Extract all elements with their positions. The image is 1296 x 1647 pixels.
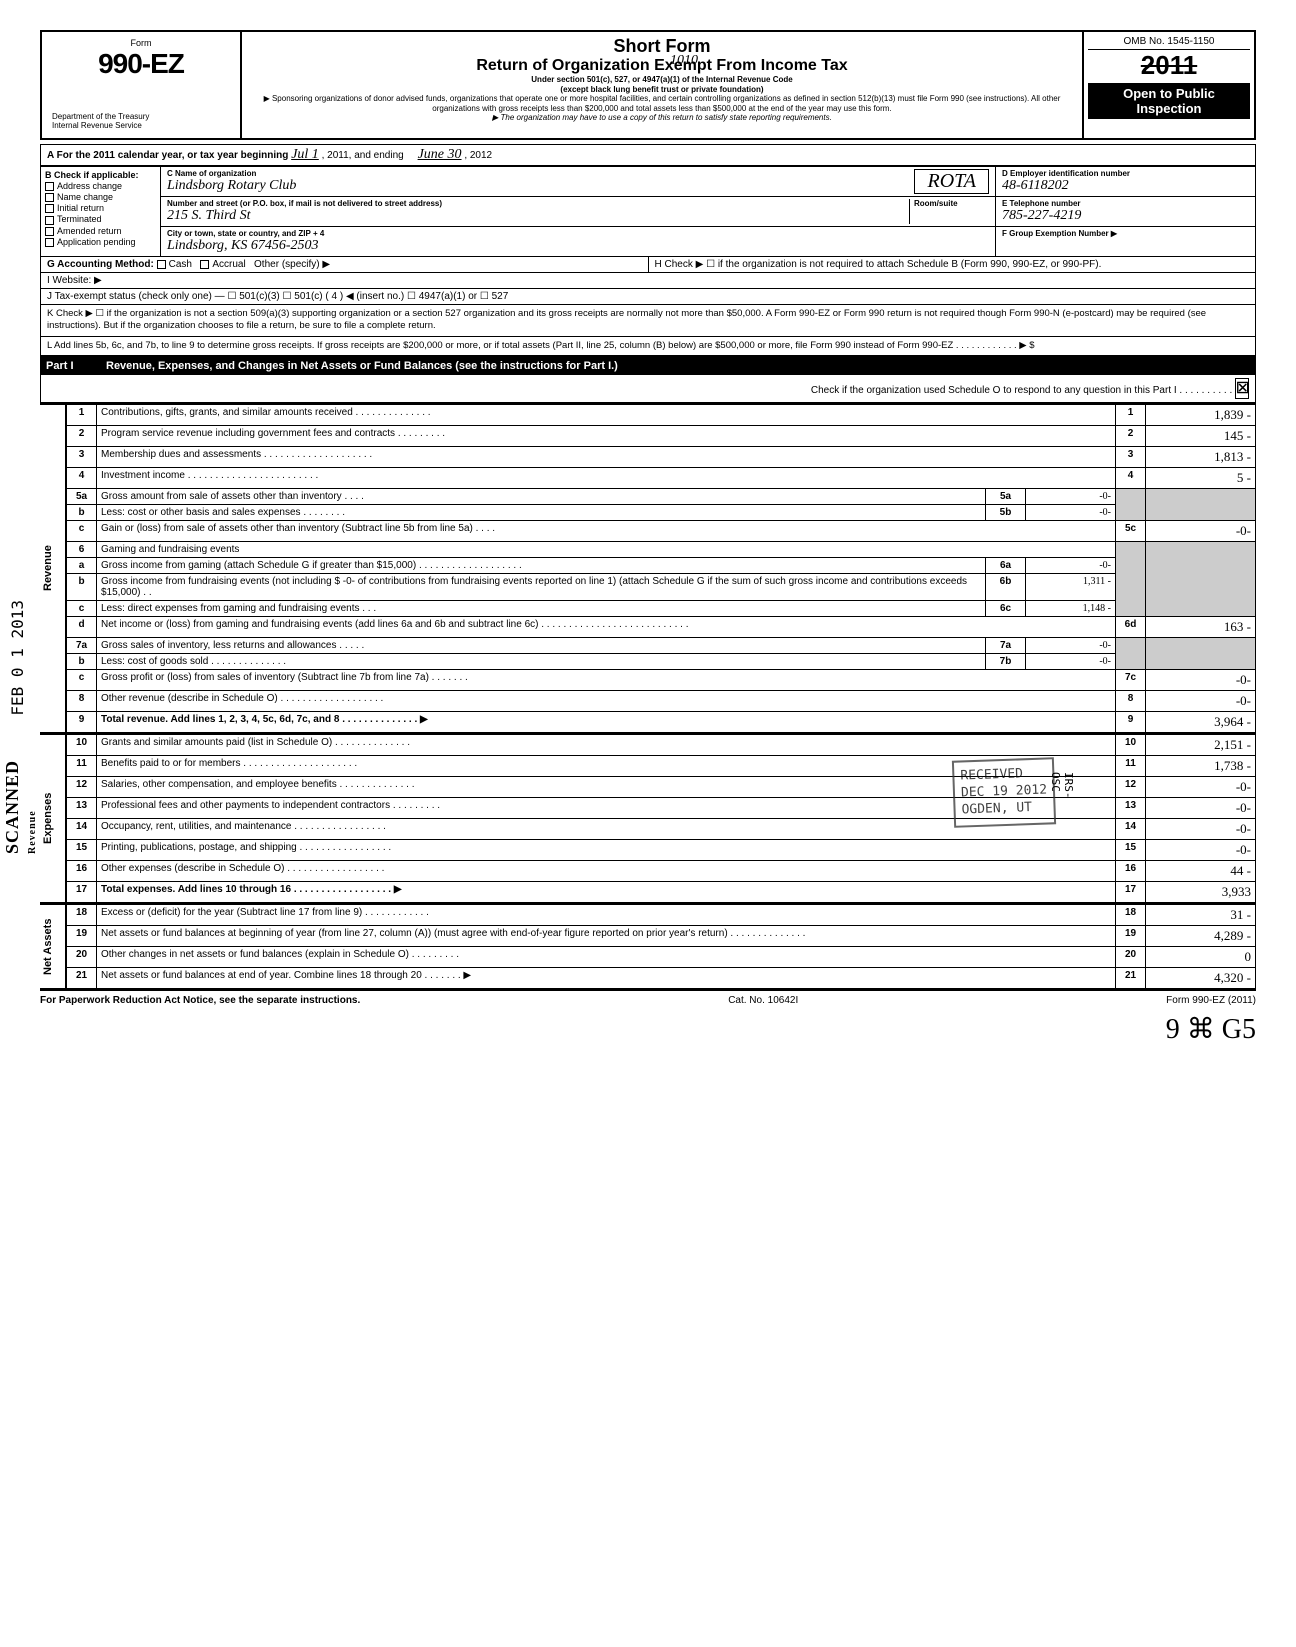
chk-accrual[interactable]: [200, 260, 209, 269]
chk-amended[interactable]: Amended return: [45, 226, 156, 236]
rota-stamp: ROTA: [914, 169, 989, 194]
line-17: 17Total expenses. Add lines 10 through 1…: [67, 882, 1256, 903]
i-website: I Website: ▶: [41, 273, 1255, 288]
line-12: 12 Salaries, other compensation, and emp…: [67, 777, 1256, 798]
org-address: 215 S. Third St: [167, 208, 251, 223]
chk-initial-return[interactable]: Initial return: [45, 203, 156, 213]
footer-cat: Cat. No. 10642I: [728, 995, 798, 1006]
form-header: Form 990-EZ Department of the Treasury I…: [40, 30, 1256, 140]
part1-xmark: ☒: [1235, 378, 1249, 399]
line-13: 13Professional fees and other payments t…: [67, 798, 1256, 819]
f-label: F Group Exemption Number ▶: [1002, 229, 1249, 238]
line-a-label: A For the 2011 calendar year, or tax yea…: [47, 150, 288, 161]
k-check: K Check ▶ ☐ if the organization is not a…: [40, 305, 1256, 337]
chk-pending[interactable]: Application pending: [45, 237, 156, 247]
page-footer: For Paperwork Reduction Act Notice, see …: [40, 989, 1256, 1006]
line-6b: bGross income from fundraising events (n…: [67, 574, 1256, 601]
g-cash: Cash: [169, 259, 192, 270]
chk-address-change[interactable]: Address change: [45, 181, 156, 191]
line-19: 19Net assets or fund balances at beginni…: [67, 926, 1256, 947]
g-other: Other (specify) ▶: [254, 259, 330, 270]
feb-date-stamp: FEB 0 1 2013: [8, 600, 27, 716]
title-short-form: Short Form: [250, 36, 1074, 57]
line-11: 11Benefits paid to or for members . . . …: [67, 756, 1256, 777]
line-9: 9Total revenue. Add lines 1, 2, 3, 4, 5c…: [67, 712, 1256, 733]
side-net-assets: Net Assets: [40, 904, 66, 989]
org-name: Lindsborg Rotary Club: [167, 178, 296, 193]
g-accrual: Accrual: [212, 259, 245, 270]
line-16: 16Other expenses (describe in Schedule O…: [67, 861, 1256, 882]
line-5a: 5aGross amount from sale of assets other…: [67, 489, 1256, 505]
form-label: Form: [48, 38, 234, 48]
org-city: Lindsborg, KS 67456-2503: [167, 238, 319, 253]
footer-form: Form 990-EZ (2011): [1166, 995, 1256, 1006]
footer-paperwork: For Paperwork Reduction Act Notice, see …: [40, 995, 360, 1006]
inspection: Inspection: [1091, 101, 1247, 116]
d-label: D Employer identification number: [1002, 169, 1249, 178]
g-label: G Accounting Method:: [47, 259, 154, 270]
b-label: B Check if applicable:: [45, 170, 156, 180]
line-4: 4Investment income . . . . . . . . . . .…: [67, 468, 1256, 489]
chk-cash[interactable]: [157, 260, 166, 269]
line-6: 6Gaming and fundraising events: [67, 542, 1256, 558]
line-7a: 7aGross sales of inventory, less returns…: [67, 638, 1256, 654]
line-14: 14Occupancy, rent, utilities, and mainte…: [67, 819, 1256, 840]
line-a-end: June 30: [418, 147, 462, 162]
received-stamp: RECEIVED DEC 19 2012 OGDEN, UT: [952, 757, 1056, 827]
line-7b: bLess: cost of goods sold . . . . . . . …: [67, 654, 1256, 670]
line-10: 10Grants and similar amounts paid (list …: [67, 735, 1256, 756]
side-expenses: Expenses: [40, 734, 66, 903]
e-label: E Telephone number: [1002, 199, 1249, 208]
line-20: 20Other changes in net assets or fund ba…: [67, 947, 1256, 968]
subtitle-code: Under section 501(c), 527, or 4947(a)(1)…: [250, 75, 1074, 85]
scanned-stamp: SCANNED Revenue: [2, 760, 44, 854]
open-public: Open to Public: [1091, 86, 1247, 101]
subtitle-except: (except black lung benefit trust or priv…: [250, 85, 1074, 95]
c-label: C Name of organization: [167, 169, 914, 178]
hand-bottom-mark: 9 ⌘ G5: [40, 1012, 1256, 1046]
phone: 785-227-4219: [1002, 208, 1081, 223]
line-15: 15Printing, publications, postage, and s…: [67, 840, 1256, 861]
line-6c: cLess: direct expenses from gaming and f…: [67, 601, 1256, 617]
dept-irs: Internal Revenue Service: [52, 121, 230, 130]
j-tax-exempt: J Tax-exempt status (check only one) — ☐…: [41, 289, 1255, 304]
line-7c: cGross profit or (loss) from sales of in…: [67, 670, 1256, 691]
addr-label: Number and street (or P.O. box, if mail …: [167, 199, 909, 208]
entity-info-block: B Check if applicable: Address change Na…: [40, 166, 1256, 257]
l-add-lines: L Add lines 5b, 6c, and 7b, to line 9 to…: [40, 337, 1256, 357]
line-21: 21Net assets or fund balances at end of …: [67, 968, 1256, 989]
side-revenue: Revenue: [40, 404, 66, 733]
tax-year: 2011: [1088, 50, 1250, 81]
part1-check-row: Check if the organization used Schedule …: [40, 375, 1256, 403]
line-5b: bLess: cost or other basis and sales exp…: [67, 505, 1256, 521]
part1-header: Part I Revenue, Expenses, and Changes in…: [40, 357, 1256, 375]
line-3: 3Membership dues and assessments . . . .…: [67, 447, 1256, 468]
room-label: Room/suite: [914, 199, 989, 208]
line-a-endyr: , 2012: [464, 150, 492, 161]
line-8: 8Other revenue (describe in Schedule O) …: [67, 691, 1256, 712]
line-6a: aGross income from gaming (attach Schedu…: [67, 558, 1256, 574]
h-label: H Check ▶ ☐ if the organization is not r…: [648, 257, 1256, 272]
line-5c: cGain or (loss) from sale of assets othe…: [67, 521, 1256, 542]
chk-terminated[interactable]: Terminated: [45, 214, 156, 224]
line-a-begin: Jul 1: [291, 147, 319, 162]
bullet-sponsor: ▶ Sponsoring organizations of donor advi…: [250, 94, 1074, 113]
line-6d: dNet income or (loss) from gaming and fu…: [67, 617, 1256, 638]
dept-treasury: Department of the Treasury: [52, 112, 230, 121]
title-return: Return of Organization Exempt From Incom…: [250, 57, 1074, 75]
line-18: 18Excess or (deficit) for the year (Subt…: [67, 905, 1256, 926]
irs-osc-stamp: IRS-OSC: [1049, 772, 1075, 799]
line-a-mid: , 2011, and ending: [322, 150, 404, 161]
chk-name-change[interactable]: Name change: [45, 192, 156, 202]
ein: 48-6118202: [1002, 178, 1069, 193]
bullet-copy: ▶ The organization may have to use a cop…: [250, 113, 1074, 123]
line-2: 2Program service revenue including gover…: [67, 426, 1256, 447]
omb-number: OMB No. 1545-1150: [1088, 36, 1250, 50]
form-number: 990-EZ: [48, 48, 234, 80]
city-label: City or town, state or country, and ZIP …: [167, 229, 989, 238]
hand-year: 1010: [670, 53, 698, 69]
line-1: 1Contributions, gifts, grants, and simil…: [67, 405, 1256, 426]
lines-grid: Revenue 1Contributions, gifts, grants, a…: [40, 403, 1256, 733]
